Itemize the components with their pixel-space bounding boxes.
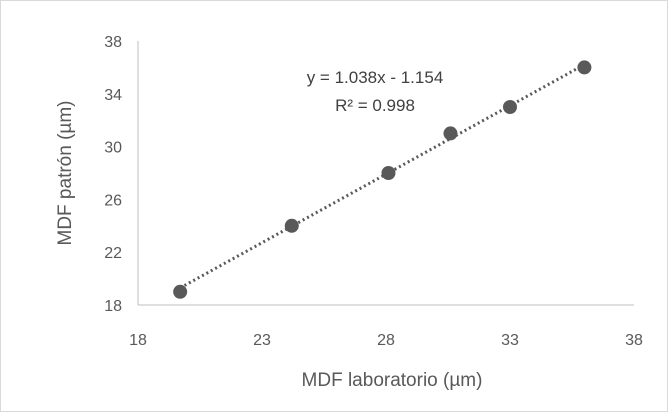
equation-annotation: y = 1.038x - 1.154 (307, 68, 444, 87)
data-point (381, 166, 396, 180)
x-tick-label: 38 (625, 332, 643, 349)
data-point (503, 100, 517, 114)
y-tick-label: 34 (104, 87, 122, 104)
y-tick-label: 18 (104, 298, 122, 315)
x-tick-label: 23 (253, 332, 271, 349)
data-point (443, 126, 458, 141)
x-tick-label: 33 (501, 332, 519, 349)
data-point (284, 218, 299, 233)
data-point (173, 284, 188, 299)
y-axis-title: MDF patrón (µm) (55, 100, 76, 245)
x-tick-label: 28 (377, 332, 395, 349)
x-axis-title: MDF laboratorio (µm) (302, 370, 483, 391)
data-point (577, 60, 592, 75)
y-tick-label: 30 (104, 140, 122, 157)
y-tick-label: 38 (104, 34, 122, 51)
r-squared-annotation: R² = 0.998 (335, 96, 415, 115)
x-tick-label: 18 (129, 332, 147, 349)
y-tick-label: 26 (104, 192, 122, 209)
chart-axes (137, 41, 634, 306)
data-points (173, 60, 592, 299)
y-tick-label: 22 (104, 245, 122, 262)
tick-labels: 18 23 28 33 38 18 22 26 30 34 38 (104, 34, 643, 349)
